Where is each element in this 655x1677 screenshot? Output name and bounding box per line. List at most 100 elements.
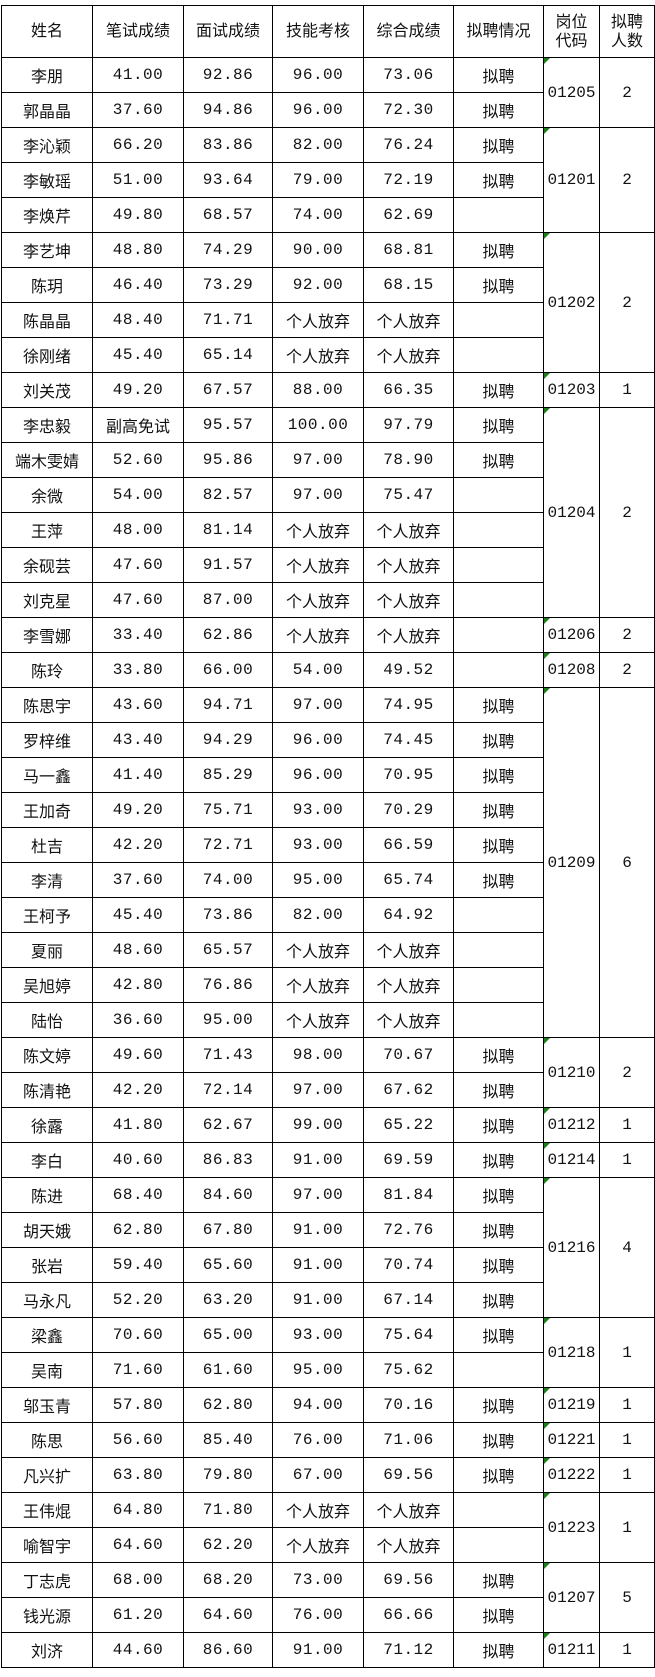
name-cell[interactable]: 罗梓维 [1,722,93,758]
hire-status-cell[interactable] [453,1002,544,1038]
position-code-cell[interactable]: 01204 [543,407,600,618]
interview-score-cell[interactable]: 93.64 [183,162,273,198]
total-score-cell[interactable]: 67.14 [363,1282,454,1318]
position-code-cell[interactable]: 01207 [543,1562,600,1633]
skill-test-cell[interactable]: 个人放弃 [272,302,364,338]
name-cell[interactable]: 陈进 [1,1177,93,1213]
written-score-cell[interactable]: 45.40 [92,337,184,373]
hire-status-cell[interactable]: 拟聘 [453,372,544,408]
hire-count-cell[interactable]: 1 [599,1422,655,1458]
total-score-cell[interactable]: 72.30 [363,92,454,128]
position-code-cell[interactable]: 01205 [543,57,600,128]
position-code-cell[interactable]: 01216 [543,1177,600,1318]
written-score-cell[interactable]: 49.80 [92,197,184,233]
written-score-cell[interactable]: 48.80 [92,232,184,268]
position-code-cell[interactable]: 01202 [543,232,600,373]
hire-status-cell[interactable]: 拟聘 [453,1177,544,1213]
interview-score-cell[interactable]: 71.43 [183,1037,273,1073]
interview-score-cell[interactable]: 95.57 [183,407,273,443]
interview-score-cell[interactable]: 74.29 [183,232,273,268]
written-score-cell[interactable]: 43.60 [92,687,184,723]
hire-status-cell[interactable]: 拟聘 [453,1422,544,1458]
hire-status-cell[interactable]: 拟聘 [453,722,544,758]
hire-status-cell[interactable] [453,932,544,968]
name-cell[interactable]: 余微 [1,477,93,513]
name-cell[interactable]: 杜吉 [1,827,93,863]
interview-score-cell[interactable]: 63.20 [183,1282,273,1318]
hire-status-cell[interactable] [453,897,544,933]
name-cell[interactable]: 李白 [1,1142,93,1178]
name-cell[interactable]: 王加奇 [1,792,93,828]
written-score-cell[interactable]: 36.60 [92,1002,184,1038]
written-score-cell[interactable]: 63.80 [92,1457,184,1493]
hire-count-cell[interactable]: 2 [599,407,655,618]
skill-test-cell[interactable]: 54.00 [272,652,364,688]
position-code-cell[interactable]: 01211 [543,1632,600,1668]
written-score-cell[interactable]: 48.40 [92,302,184,338]
name-cell[interactable]: 李清 [1,862,93,898]
name-cell[interactable]: 郭晶晶 [1,92,93,128]
name-cell[interactable]: 胡天娥 [1,1212,93,1248]
hire-status-cell[interactable] [453,197,544,233]
written-score-cell[interactable]: 52.20 [92,1282,184,1318]
total-score-cell[interactable]: 62.69 [363,197,454,233]
interview-score-cell[interactable]: 67.80 [183,1212,273,1248]
written-score-cell[interactable]: 37.60 [92,862,184,898]
name-cell[interactable]: 刘济 [1,1632,93,1668]
total-score-cell[interactable]: 70.74 [363,1247,454,1283]
skill-test-cell[interactable]: 93.00 [272,827,364,863]
written-score-cell[interactable]: 48.60 [92,932,184,968]
hire-status-cell[interactable]: 拟聘 [453,1107,544,1143]
interview-score-cell[interactable]: 65.00 [183,1317,273,1353]
hire-status-cell[interactable]: 拟聘 [453,827,544,863]
skill-test-cell[interactable]: 79.00 [272,162,364,198]
hire-count-cell[interactable]: 2 [599,127,655,233]
total-score-cell[interactable]: 65.22 [363,1107,454,1143]
hire-status-cell[interactable]: 拟聘 [453,1562,544,1598]
name-cell[interactable]: 刘克星 [1,582,93,618]
position-code-cell[interactable]: 01223 [543,1492,600,1563]
written-score-cell[interactable]: 49.20 [92,372,184,408]
total-score-cell[interactable]: 个人放弃 [363,547,454,583]
skill-test-cell[interactable]: 76.00 [272,1422,364,1458]
name-cell[interactable]: 王伟焜 [1,1492,93,1528]
interview-score-cell[interactable]: 71.80 [183,1492,273,1528]
written-score-cell[interactable]: 66.20 [92,127,184,163]
hire-count-cell[interactable]: 1 [599,1387,655,1423]
written-score-cell[interactable]: 71.60 [92,1352,184,1388]
position-code-cell[interactable]: 01210 [543,1037,600,1108]
name-cell[interactable]: 李沁颖 [1,127,93,163]
name-cell[interactable]: 陈玲 [1,652,93,688]
skill-test-cell[interactable]: 个人放弃 [272,1492,364,1528]
total-score-cell[interactable]: 74.95 [363,687,454,723]
position-code-cell[interactable]: 01214 [543,1142,600,1178]
total-score-cell[interactable]: 66.35 [363,372,454,408]
interview-score-cell[interactable]: 62.20 [183,1527,273,1563]
hire-count-cell[interactable]: 6 [599,687,655,1038]
total-score-cell[interactable]: 个人放弃 [363,337,454,373]
name-cell[interactable]: 马一鑫 [1,757,93,793]
interview-score-cell[interactable]: 62.80 [183,1387,273,1423]
written-score-cell[interactable]: 47.60 [92,582,184,618]
skill-test-cell[interactable]: 个人放弃 [272,512,364,548]
hire-status-cell[interactable] [453,477,544,513]
hire-count-cell[interactable]: 1 [599,1492,655,1563]
interview-score-cell[interactable]: 73.29 [183,267,273,303]
total-score-cell[interactable]: 个人放弃 [363,1527,454,1563]
hire-status-cell[interactable]: 拟聘 [453,1037,544,1073]
interview-score-cell[interactable]: 95.86 [183,442,273,478]
skill-test-cell[interactable]: 96.00 [272,722,364,758]
total-score-cell[interactable]: 个人放弃 [363,302,454,338]
hire-status-cell[interactable] [453,652,544,688]
hire-count-cell[interactable]: 1 [599,1632,655,1668]
skill-test-cell[interactable]: 94.00 [272,1387,364,1423]
total-score-cell[interactable]: 69.56 [363,1457,454,1493]
position-code-cell[interactable]: 01221 [543,1422,600,1458]
name-cell[interactable]: 徐刚绪 [1,337,93,373]
written-score-cell[interactable]: 52.60 [92,442,184,478]
skill-test-cell[interactable]: 98.00 [272,1037,364,1073]
name-cell[interactable]: 凡兴扩 [1,1457,93,1493]
skill-test-cell[interactable]: 97.00 [272,1072,364,1108]
name-cell[interactable]: 吴旭婷 [1,967,93,1003]
total-score-cell[interactable]: 个人放弃 [363,932,454,968]
